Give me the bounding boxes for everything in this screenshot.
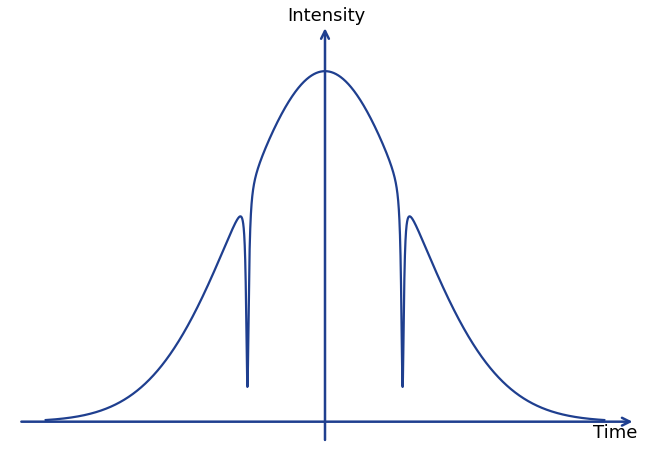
Text: Intensity: Intensity xyxy=(287,7,365,25)
Text: Time: Time xyxy=(593,423,637,441)
